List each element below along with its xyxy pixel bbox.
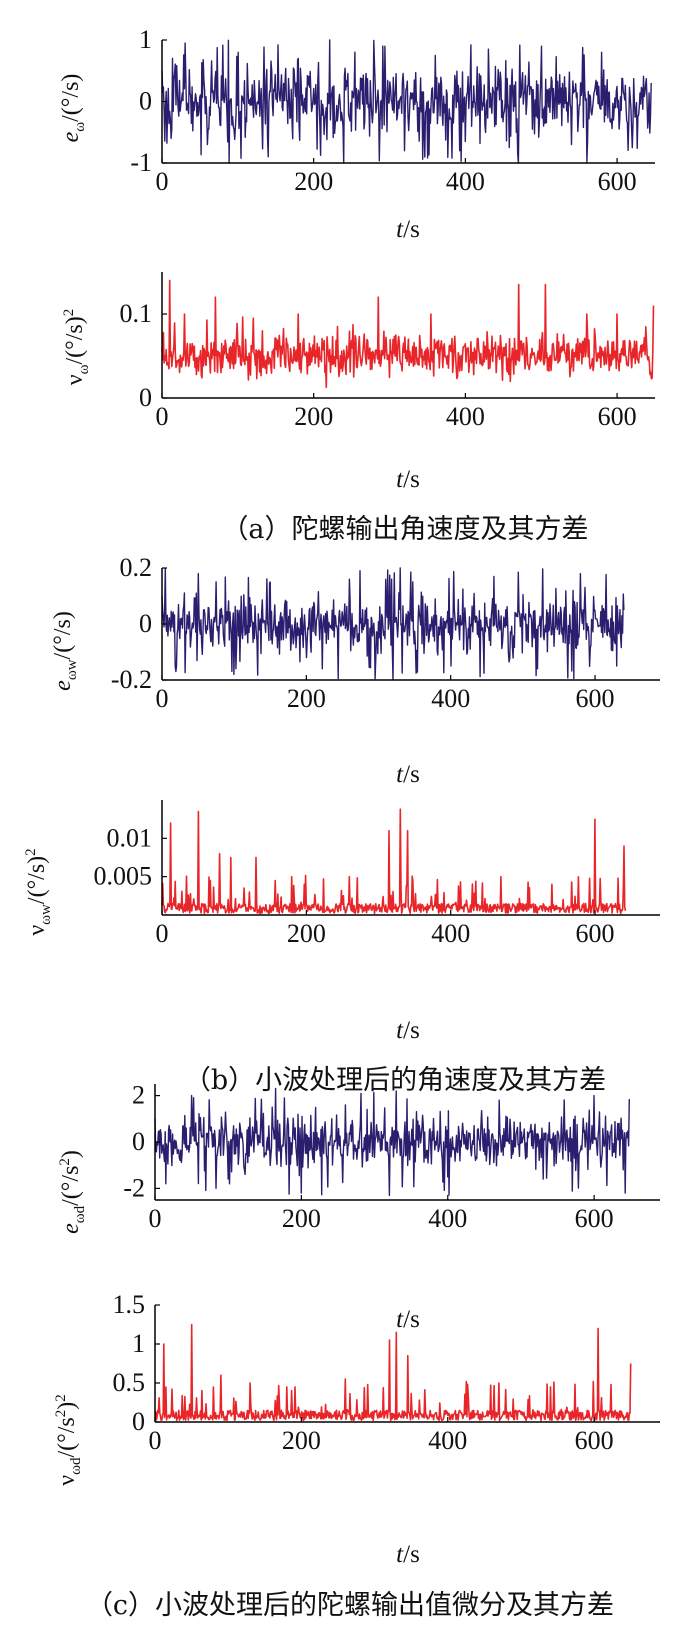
y-tick-label: -1 (130, 148, 152, 177)
x-tick-label: 0 (149, 1204, 162, 1233)
x-axis-label: t/s (396, 466, 420, 493)
svg-text:eωd/(°/s2): eωd/(°/s2) (57, 1150, 88, 1234)
y-tick-label: 2 (132, 1081, 145, 1110)
y-tick-label: -0.2 (111, 665, 152, 694)
panel-c-top: eωd/(°/s2) t/s 0 200 400 600-202 (57, 1081, 660, 1333)
x-tick-label: 600 (576, 684, 615, 713)
x-axis-label: t/s (396, 761, 420, 788)
series-line (161, 39, 652, 164)
y-tick-label: 1 (139, 25, 152, 54)
x-axis-label: t/s (396, 1017, 420, 1044)
x-tick-label: 400 (428, 1204, 467, 1233)
y-tick-label: 0.5 (113, 1368, 146, 1397)
y-axis-label: eωd/(°/s2) (57, 1150, 88, 1234)
x-tick-label: 0 (156, 919, 169, 948)
svg-text:eωw/(°/s): eωw/(°/s) (50, 611, 80, 691)
y-tick-label: 1 (132, 1329, 145, 1358)
y-axis-label: νωd/(°/s2)2 (53, 1394, 84, 1486)
x-tick-label: 600 (576, 919, 615, 948)
svg-text:νω/(°/s)2: νω/(°/s)2 (61, 309, 92, 386)
x-tick-label: 400 (446, 167, 485, 196)
y-tick-label: 0 (132, 1407, 145, 1436)
x-tick-label: 400 (431, 684, 470, 713)
x-tick-label: 600 (575, 1426, 614, 1455)
series-line (161, 567, 625, 681)
x-tick-label: 200 (282, 1204, 321, 1233)
x-tick-label: 200 (294, 402, 333, 431)
x-axis-label: t/s (396, 1541, 420, 1568)
series-line (161, 279, 655, 389)
x-tick-label: 200 (287, 919, 326, 948)
series-line (154, 1087, 630, 1197)
y-axis-label: νωw/(°/s)2 (23, 848, 54, 935)
x-tick-label: 400 (428, 1426, 467, 1455)
x-tick-label: 600 (598, 167, 637, 196)
series-line (154, 1323, 632, 1422)
y-axis-label: eωw/(°/s) (50, 611, 80, 691)
x-tick-label: 600 (575, 1204, 614, 1233)
panel-b-bottom: νωw/(°/s)2 t/s 0 200 400 600 0.005 0.01 (23, 800, 660, 1044)
x-tick-label: 0 (156, 402, 169, 431)
y-tick-label: 0.1 (120, 299, 153, 328)
svg-text:eω/(°/s): eω/(°/s) (58, 74, 88, 143)
y-tick-label: -2 (123, 1173, 145, 1202)
y-tick-label: 0.005 (94, 862, 153, 891)
x-tick-label: 400 (431, 919, 470, 948)
y-tick-label: 0.01 (107, 823, 153, 852)
x-tick-label: 0 (156, 684, 169, 713)
caption-a: （a）陀螺输出角速度及其方差 (221, 514, 588, 545)
x-tick-label: 0 (149, 1426, 162, 1455)
y-axis-label: eω/(°/s) (58, 74, 88, 143)
x-tick-label: 200 (282, 1426, 321, 1455)
panel-b-top: eωw/(°/s) t/s 0 200 400 600-0.200.2 (50, 553, 660, 788)
x-tick-label: 0 (156, 167, 169, 196)
series-line (161, 808, 627, 915)
x-tick-label: 400 (446, 402, 485, 431)
svg-text:νωw/(°/s)2: νωw/(°/s)2 (23, 848, 54, 935)
y-tick-label: 0 (139, 609, 152, 638)
x-tick-label: 600 (598, 402, 637, 431)
caption-c: （c）小波处理后的陀螺输出值微分及其方差 (86, 1590, 614, 1621)
x-axis-label: t/s (396, 216, 420, 243)
y-tick-label: 1.5 (113, 1290, 146, 1319)
panel-a-top: eω/(°/s) t/s 0 200 400 600-101 (58, 25, 655, 243)
svg-text:νωd/(°/s2)2: νωd/(°/s2)2 (53, 1394, 84, 1486)
x-tick-label: 200 (294, 167, 333, 196)
caption-b: （b）小波处理后的角速度及其方差 (184, 1065, 606, 1096)
y-tick-label: 0.2 (120, 553, 153, 582)
panel-a-bottom: νω/(°/s)2 t/s 0 200 400 600 0 0.1 (61, 272, 655, 493)
y-tick-label: 0 (139, 87, 152, 116)
y-tick-label: 0 (132, 1127, 145, 1156)
y-tick-label: 0 (139, 383, 152, 412)
x-axis-label: t/s (396, 1306, 420, 1333)
y-axis-label: νω/(°/s)2 (61, 309, 92, 386)
x-tick-label: 200 (287, 684, 326, 713)
